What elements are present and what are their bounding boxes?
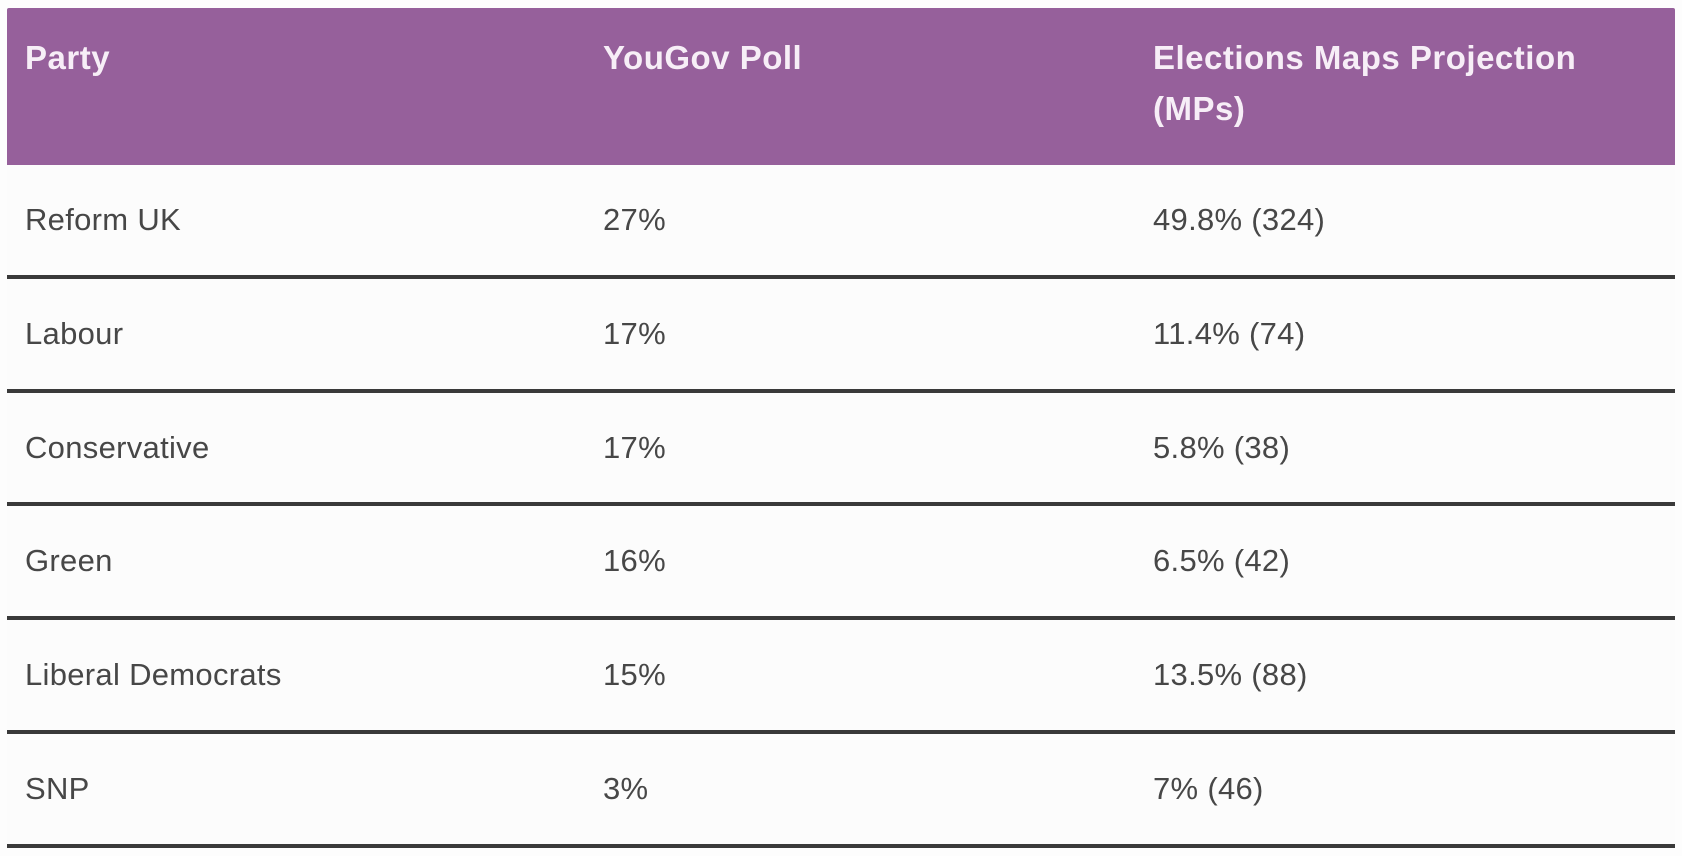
table-row-liberal-democrats: Liberal Democrats 15% 13.5% (88) — [7, 620, 1675, 735]
column-header-elections-maps-projection: Elections Maps Projection (MPs) — [1153, 39, 1577, 128]
table-header-row: Party YouGov Poll Elections Maps Project… — [7, 8, 1675, 165]
table-row-green: Green 16% 6.5% (42) — [7, 506, 1675, 621]
poll-comparison-table: Party YouGov Poll Elections Maps Project… — [7, 8, 1675, 848]
yougov-poll-cell: 27% — [603, 201, 666, 237]
party-cell: Labour — [25, 315, 124, 351]
projection-cell: 5.8% (38) — [1153, 429, 1291, 465]
yougov-poll-cell: 17% — [603, 429, 666, 465]
party-cell: Conservative — [25, 429, 210, 465]
table-row-reform-uk: Reform UK 27% 49.8% (324) — [7, 165, 1675, 279]
table-row-labour: Labour 17% 11.4% (74) — [7, 278, 1675, 393]
party-cell: Liberal Democrats — [25, 657, 282, 693]
party-cell: SNP — [25, 771, 90, 807]
projection-cell: 7% (46) — [1153, 771, 1264, 807]
party-cell: Reform UK — [25, 201, 182, 237]
projection-cell: 6.5% (42) — [1153, 543, 1291, 579]
table-row-snp: SNP 3% 7% (46) — [7, 734, 1675, 848]
projection-cell: 13.5% (88) — [1153, 657, 1308, 693]
projection-cell: 49.8% (324) — [1153, 201, 1326, 237]
column-header-yougov-poll: YouGov Poll — [603, 39, 803, 76]
yougov-poll-cell: 3% — [603, 771, 649, 807]
table-body: Reform UK 27% 49.8% (324) Labour 17% 11.… — [7, 165, 1675, 848]
table-row-conservative: Conservative 17% 5.8% (38) — [7, 392, 1675, 507]
yougov-poll-cell: 15% — [603, 657, 666, 693]
yougov-poll-cell: 17% — [603, 315, 666, 351]
projection-cell: 11.4% (74) — [1153, 315, 1306, 351]
yougov-poll-cell: 16% — [603, 543, 666, 579]
party-cell: Green — [25, 543, 113, 579]
column-header-party: Party — [25, 39, 111, 76]
